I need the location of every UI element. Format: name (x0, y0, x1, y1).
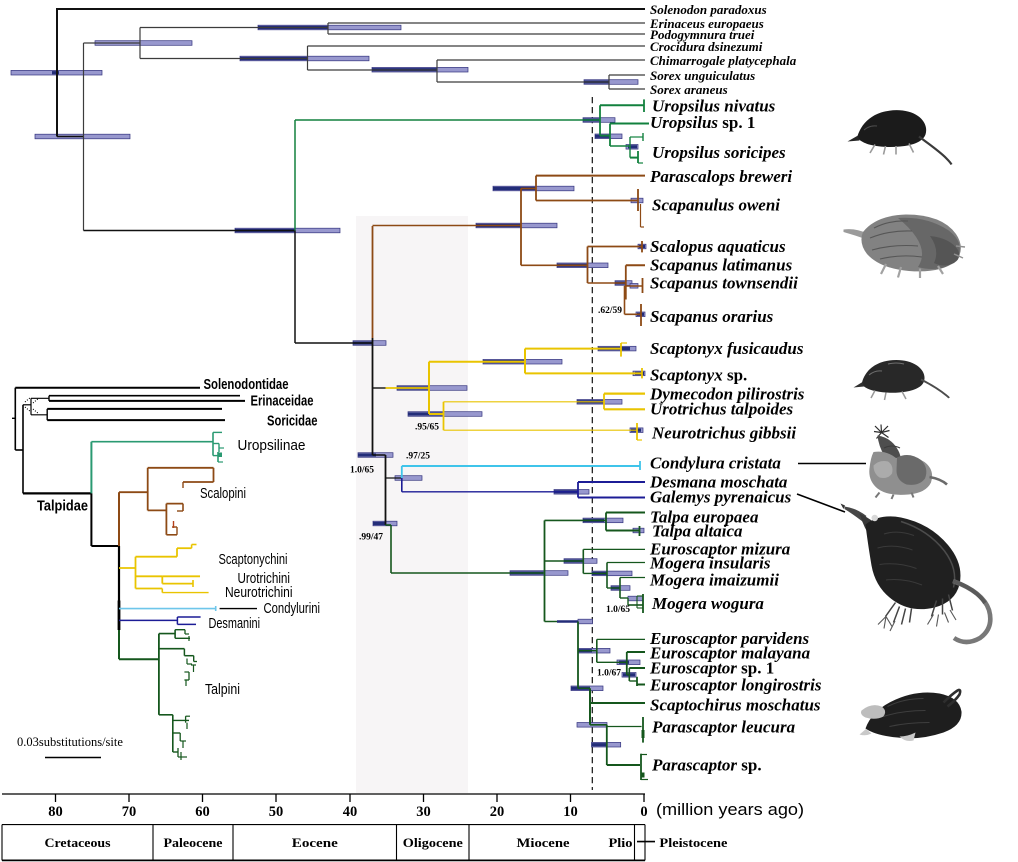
svg-text:Neurotrichini: Neurotrichini (225, 585, 293, 601)
svg-text:Euroscaptor parvidens: Euroscaptor parvidens (649, 629, 810, 648)
svg-text:Pleistocene: Pleistocene (659, 835, 727, 850)
svg-text:Talpa europaea: Talpa europaea (650, 508, 759, 527)
svg-text:Galemys pyrenaicus: Galemys pyrenaicus (650, 488, 792, 507)
svg-text:Erinaceidae: Erinaceidae (251, 393, 314, 410)
svg-text:Euroscaptor sp. 1: Euroscaptor sp. 1 (649, 659, 774, 678)
svg-text:Chimarrogale platycephala: Chimarrogale platycephala (650, 53, 797, 68)
svg-text:Scaptonyx fusicaudus: Scaptonyx fusicaudus (650, 339, 804, 358)
svg-text:Crocidura dsinezumi: Crocidura dsinezumi (650, 39, 763, 54)
svg-text:Paleocene: Paleocene (164, 835, 223, 850)
svg-text:Scapanus latimanus: Scapanus latimanus (650, 256, 793, 275)
svg-text:Sorex araneus: Sorex araneus (650, 82, 728, 97)
svg-text:50: 50 (269, 804, 284, 820)
svg-text:Urotrichus talpoides: Urotrichus talpoides (650, 400, 793, 419)
svg-text:Desmana moschata: Desmana moschata (649, 473, 788, 492)
svg-text:Scaptochirus moschatus: Scaptochirus moschatus (650, 696, 821, 715)
svg-text:Condylurini: Condylurini (264, 601, 321, 617)
svg-text:Mogera wogura: Mogera wogura (651, 594, 764, 613)
svg-text:Scaptonyx sp.: Scaptonyx sp. (650, 366, 747, 385)
svg-text:1.0/65: 1.0/65 (350, 466, 374, 476)
svg-text:Mogera imaizumii: Mogera imaizumii (649, 571, 779, 590)
svg-text:Mogera insularis: Mogera insularis (649, 554, 771, 573)
svg-text:Scapanus townsendii: Scapanus townsendii (650, 274, 798, 293)
svg-text:Parascaptor leucura: Parascaptor leucura (651, 718, 796, 737)
svg-text:Solenodontidae: Solenodontidae (204, 376, 289, 393)
svg-text:20: 20 (490, 804, 505, 820)
svg-text:Euroscaptor malayana: Euroscaptor malayana (649, 644, 811, 663)
svg-text:0.03substitutions/site: 0.03substitutions/site (17, 735, 123, 749)
svg-text:.97/25: .97/25 (406, 452, 430, 462)
svg-text:(million years ago): (million years ago) (656, 801, 804, 819)
svg-text:Solenodon paradoxus: Solenodon paradoxus (650, 2, 767, 17)
svg-text:Scapanulus oweni: Scapanulus oweni (652, 196, 780, 215)
svg-text:1.0/65: 1.0/65 (606, 605, 630, 615)
svg-text:Miocene: Miocene (517, 835, 570, 850)
svg-text:Uropsilus sp. 1: Uropsilus sp. 1 (650, 113, 755, 132)
svg-text:Talpidae: Talpidae (37, 498, 88, 515)
svg-text:Scaptonychini: Scaptonychini (219, 552, 288, 568)
svg-text:Euroscaptor longirostris: Euroscaptor longirostris (649, 676, 822, 695)
svg-text:Uropsilus nivatus: Uropsilus nivatus (652, 97, 776, 116)
svg-text:Parascalops breweri: Parascalops breweri (649, 167, 792, 186)
svg-text:Parascaptor sp.: Parascaptor sp. (651, 756, 762, 775)
svg-text:Desmanini: Desmanini (209, 616, 261, 632)
svg-text:.95/65: .95/65 (415, 423, 439, 433)
svg-text:1.0/67: 1.0/67 (597, 669, 621, 679)
svg-text:Soricidae: Soricidae (267, 413, 318, 430)
svg-text:Talpini: Talpini (205, 682, 240, 698)
svg-text:Uropsilus soricipes: Uropsilus soricipes (652, 143, 786, 162)
svg-text:Podogymnura truei: Podogymnura truei (650, 27, 755, 42)
svg-text:.99/47: .99/47 (359, 533, 383, 543)
svg-text:Sorex unguiculatus: Sorex unguiculatus (650, 68, 755, 83)
svg-text:Uropsilinae: Uropsilinae (238, 438, 306, 454)
svg-text:40: 40 (343, 804, 358, 820)
svg-text:70: 70 (122, 804, 137, 820)
svg-text:.62/59: .62/59 (598, 306, 622, 316)
svg-text:Dymecodon pilirostris: Dymecodon pilirostris (649, 385, 805, 404)
svg-text:Eocene: Eocene (292, 835, 338, 850)
svg-text:Scalopus aquaticus: Scalopus aquaticus (650, 237, 786, 256)
svg-text:Cretaceous: Cretaceous (45, 835, 111, 850)
svg-text:Plio: Plio (609, 835, 633, 850)
svg-text:Erinaceus europaeus: Erinaceus europaeus (649, 16, 764, 31)
svg-text:60: 60 (195, 804, 210, 820)
svg-text:Euroscaptor mizura: Euroscaptor mizura (649, 540, 791, 559)
svg-text:80: 80 (48, 804, 63, 820)
svg-text:Urotrichini: Urotrichini (238, 571, 291, 587)
svg-text:30: 30 (416, 804, 431, 820)
svg-text:Oligocene: Oligocene (403, 835, 463, 850)
svg-text:0: 0 (640, 804, 647, 820)
svg-text:Talpa altaica: Talpa altaica (652, 522, 743, 541)
svg-text:10: 10 (563, 804, 578, 820)
svg-text:Scapanus orarius: Scapanus orarius (650, 307, 774, 326)
svg-text:Neurotrichus gibbsii: Neurotrichus gibbsii (651, 424, 796, 443)
svg-text:Condylura cristata: Condylura cristata (650, 454, 781, 473)
svg-text:Scalopini: Scalopini (200, 486, 246, 502)
